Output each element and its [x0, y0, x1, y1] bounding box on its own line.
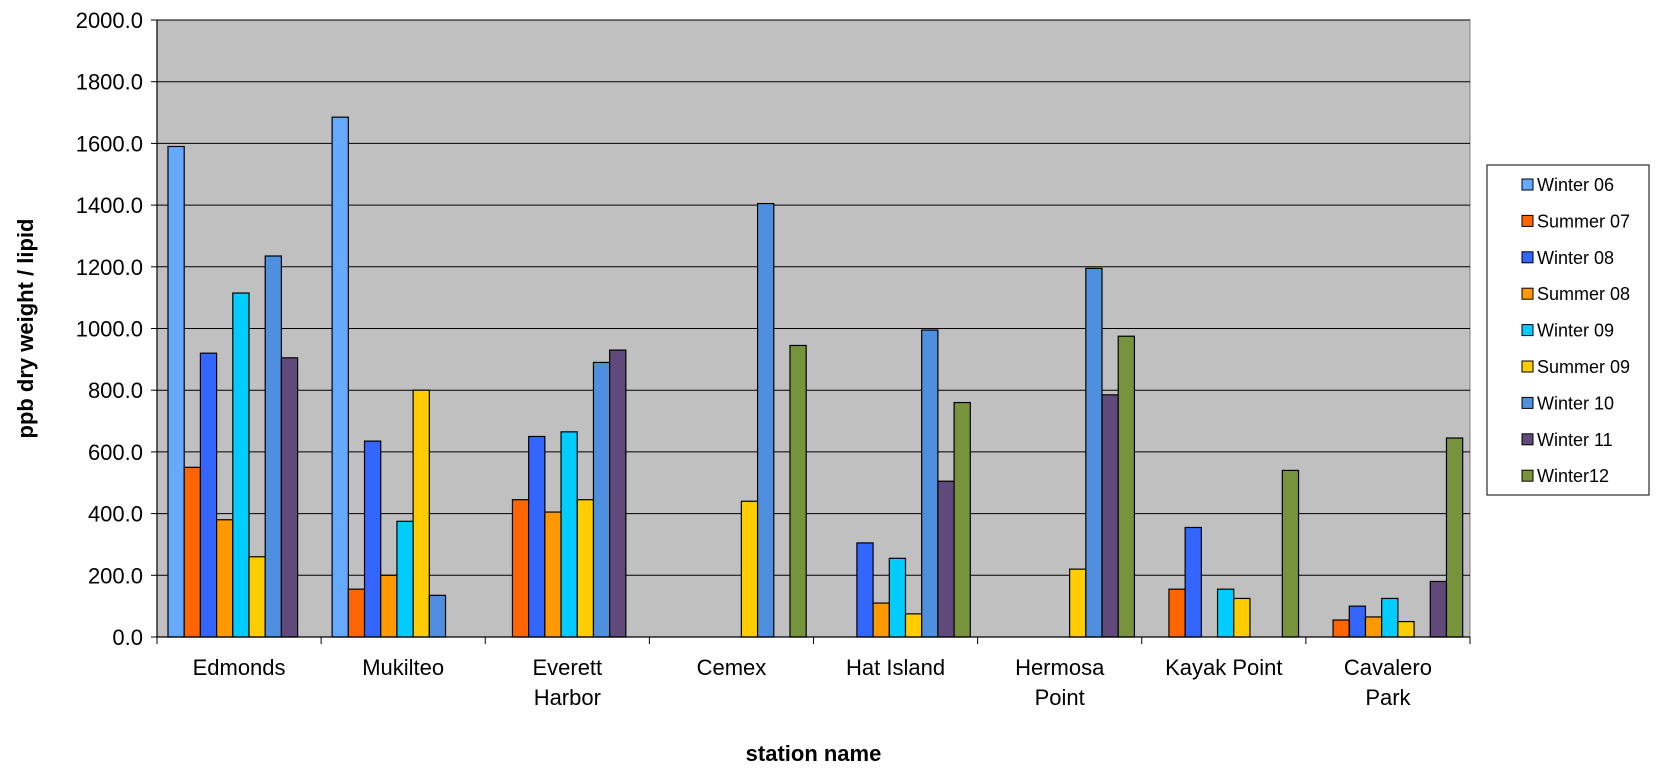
bar	[412, 389, 430, 638]
legend-label: Summer 09	[1537, 357, 1630, 377]
legend-label: Winter12	[1537, 466, 1609, 486]
bar	[511, 499, 530, 638]
bar	[216, 519, 234, 638]
y-tick-label: 0.0	[112, 625, 143, 650]
bar	[1364, 616, 1383, 638]
bar	[1216, 588, 1235, 638]
y-tick-label: 1600.0	[76, 131, 143, 156]
y-tick-label: 1000.0	[76, 317, 143, 342]
bar	[1397, 620, 1415, 638]
x-tick-label: Hat Island	[846, 655, 945, 680]
bar	[363, 440, 382, 638]
bar	[756, 202, 775, 638]
legend-swatch	[1521, 178, 1534, 191]
legend-swatch	[1521, 396, 1534, 409]
bar	[347, 588, 366, 638]
axes	[151, 19, 1471, 644]
y-tick-label: 1400.0	[76, 193, 143, 218]
bar	[428, 594, 447, 638]
legend-label: Summer 08	[1537, 284, 1630, 304]
legend-swatch	[1521, 214, 1534, 227]
y-tick-labels: 0.0 200.0 400.0 600.0 800.0 1000.0 1200.0 1400.…	[76, 8, 143, 650]
bar	[609, 349, 627, 638]
bar	[1381, 597, 1399, 638]
legend-label: Winter 10	[1537, 393, 1614, 413]
bar	[183, 466, 201, 638]
legend-label: Winter 06	[1537, 175, 1614, 195]
bar	[380, 574, 398, 638]
bar	[1233, 597, 1251, 638]
bar	[248, 556, 266, 638]
bar	[953, 401, 971, 638]
legend-label: Summer 07	[1537, 211, 1630, 231]
bar	[528, 435, 546, 638]
legend-swatch	[1521, 287, 1534, 300]
y-tick-label: 200.0	[88, 563, 143, 588]
x-tick-label: Cemex	[697, 655, 767, 680]
x-tick-label: Cavalero Park	[1344, 655, 1432, 710]
bar	[1085, 267, 1103, 638]
bar	[264, 255, 283, 638]
bar	[592, 361, 611, 638]
bar	[1117, 335, 1136, 638]
legend-box	[1486, 164, 1650, 496]
bar	[856, 542, 874, 638]
y-tick-label: 800.0	[88, 378, 143, 403]
y-tick-label: 400.0	[88, 502, 143, 527]
bar	[872, 602, 890, 638]
bars	[167, 116, 1464, 638]
bar	[740, 500, 759, 638]
bar	[576, 499, 595, 638]
bar	[560, 431, 578, 638]
bar	[937, 480, 955, 638]
legend-swatch	[1521, 324, 1534, 337]
legend-label: Winter 08	[1537, 248, 1614, 268]
legend-swatch	[1521, 360, 1534, 373]
bar	[1069, 568, 1087, 638]
x-tick-label: Hermosa Point	[1015, 655, 1105, 710]
bar	[1429, 580, 1448, 638]
legend-swatch	[1521, 469, 1534, 482]
legend-swatch	[1521, 251, 1534, 264]
bar	[396, 520, 414, 638]
bar	[921, 329, 939, 638]
bar	[1332, 619, 1350, 638]
y-tick-label: 600.0	[88, 440, 143, 465]
bar	[1281, 469, 1300, 638]
bar	[167, 145, 185, 638]
x-tick-label: Edmonds	[193, 655, 286, 680]
x-tick-label: Everett Harbor	[532, 655, 602, 710]
bar	[1445, 437, 1464, 638]
legend-label: Winter 09	[1537, 321, 1614, 341]
bar	[199, 352, 218, 638]
bar	[331, 116, 349, 638]
x-axis-title: station name	[746, 741, 882, 766]
x-tick-label: Mukilteo	[362, 655, 444, 680]
y-tick-label: 1800.0	[76, 70, 143, 95]
y-axis-title: ppb dry weight / lipid	[13, 219, 38, 439]
bar	[232, 292, 250, 638]
bar	[904, 613, 923, 638]
bar	[544, 511, 562, 638]
bar	[888, 557, 907, 638]
legend-swatch	[1521, 433, 1534, 446]
bar	[1348, 605, 1367, 638]
y-tick-label: 1200.0	[76, 255, 143, 280]
bar	[1101, 394, 1119, 638]
legend-label: Winter 11	[1537, 430, 1613, 450]
x-tick-label: Kayak Point	[1165, 655, 1282, 680]
x-tick-labels: Edmonds Mukilteo Everett Harbor Cemex Hat Isl…	[193, 655, 1432, 710]
bar	[789, 344, 807, 638]
bar	[280, 357, 299, 638]
bar	[1168, 588, 1186, 638]
legend: Winter 06 Summer 07 Winter 08 Summer 08 Wint…	[1486, 164, 1650, 496]
bar	[1184, 526, 1202, 638]
y-tick-label: 2000.0	[76, 8, 143, 33]
